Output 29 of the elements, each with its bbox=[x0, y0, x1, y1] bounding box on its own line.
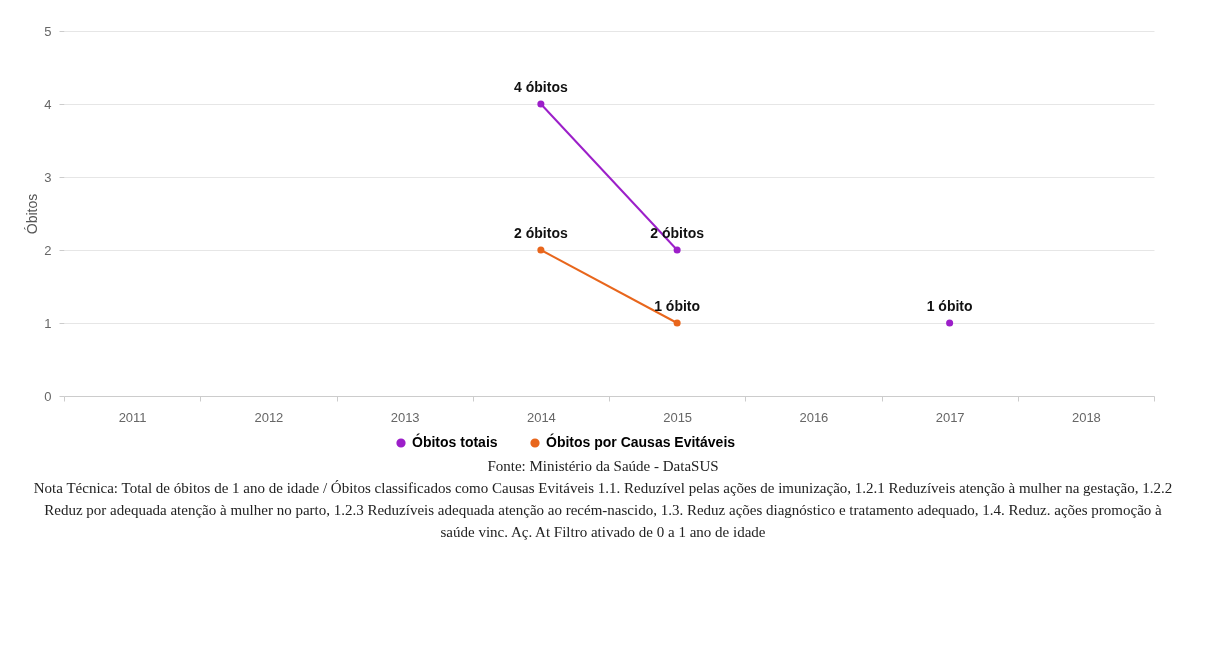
data-label: 1 óbito bbox=[654, 298, 701, 314]
source-note: Fonte: Ministério da Saúde - DataSUS bbox=[486, 457, 720, 476]
y-tick-label: 4 bbox=[44, 96, 52, 112]
text: Nota Técnica: Total de óbitos de 1 ano de idade / Óbitos classificados como Causas Evitáveis 1.1. Reduzível pelas ações de imunização, 1.2.1 Reduzíveis atenção à mulher na gestação, 1.2.2 Reduz por adequada atenção à mulher no parto, 1.2.3 Reduzíveis adequada atenção ao recém-nascido, 1.3. Reduz ações diagnóstico e tratamento adequado, 1.4. Reduz. ações promoção à saúde vinc. Aç. At Filtro ativado de 0 a 1 ano de idade bbox=[32, 479, 1174, 542]
legend-label: Óbitos por Causas Evitáveis bbox=[546, 433, 736, 450]
point bbox=[946, 319, 954, 327]
y-axis-title: Óbitos bbox=[24, 193, 41, 235]
y-tick-label: 5 bbox=[44, 23, 52, 39]
point bbox=[537, 100, 545, 108]
legend-label: Óbitos totais bbox=[412, 433, 498, 450]
x-tick-label: 2017 bbox=[935, 409, 965, 425]
x-tick-label: 2016 bbox=[799, 409, 829, 425]
point bbox=[537, 246, 545, 254]
x-tick-label: 2014 bbox=[526, 409, 556, 425]
data-label: 1 óbito bbox=[926, 298, 973, 314]
y-tick-label: 0 bbox=[44, 388, 52, 404]
x-tick-label: 2018 bbox=[1071, 409, 1101, 425]
point bbox=[673, 319, 681, 327]
point bbox=[673, 246, 681, 254]
data-label: 2 óbitos bbox=[514, 225, 568, 241]
x-tick-label: 2015 bbox=[663, 409, 693, 425]
y-tick-label: 3 bbox=[44, 169, 52, 185]
y-tick-label: 2 bbox=[44, 242, 52, 258]
x-tick-label: 2013 bbox=[390, 409, 420, 425]
x-tick-label: 2012 bbox=[254, 409, 284, 425]
y-tick-label: 1 bbox=[44, 315, 52, 331]
data-label: 2 óbitos bbox=[650, 225, 705, 241]
x-tick-label: 2011 bbox=[118, 409, 147, 425]
data-label: 4 óbitos bbox=[514, 79, 568, 95]
